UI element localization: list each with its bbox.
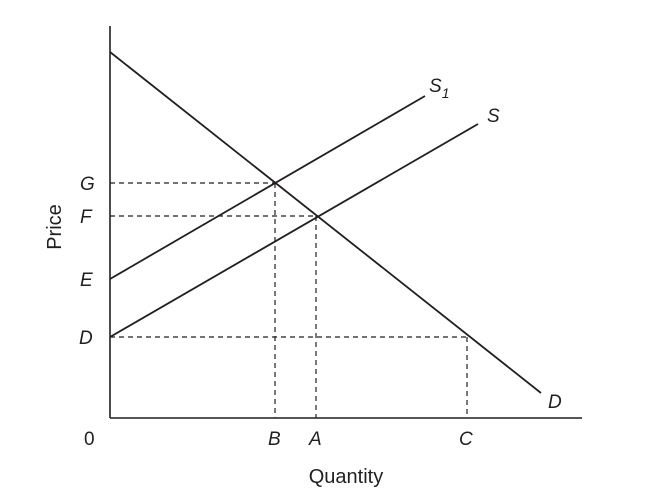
y-tick-f: F (80, 207, 93, 228)
origin-label: 0 (84, 429, 95, 450)
demand-curve (109, 51, 542, 394)
x-tick-a: A (308, 429, 322, 450)
supply-s-label: S (487, 106, 500, 127)
x-tick-c: C (459, 429, 473, 450)
supply-s1-label: S1 (429, 76, 449, 101)
y-tick-g: G (80, 174, 95, 195)
supply-curve-s1 (109, 95, 426, 280)
y-tick-e: E (80, 270, 93, 291)
x-tick-b: B (268, 429, 281, 450)
x-axis-title: Quantity (309, 466, 383, 488)
demand-label: D (548, 392, 562, 413)
y-axis-title: Price (44, 204, 66, 250)
y-tick-d: D (79, 328, 93, 349)
supply-curve-s (109, 123, 479, 338)
